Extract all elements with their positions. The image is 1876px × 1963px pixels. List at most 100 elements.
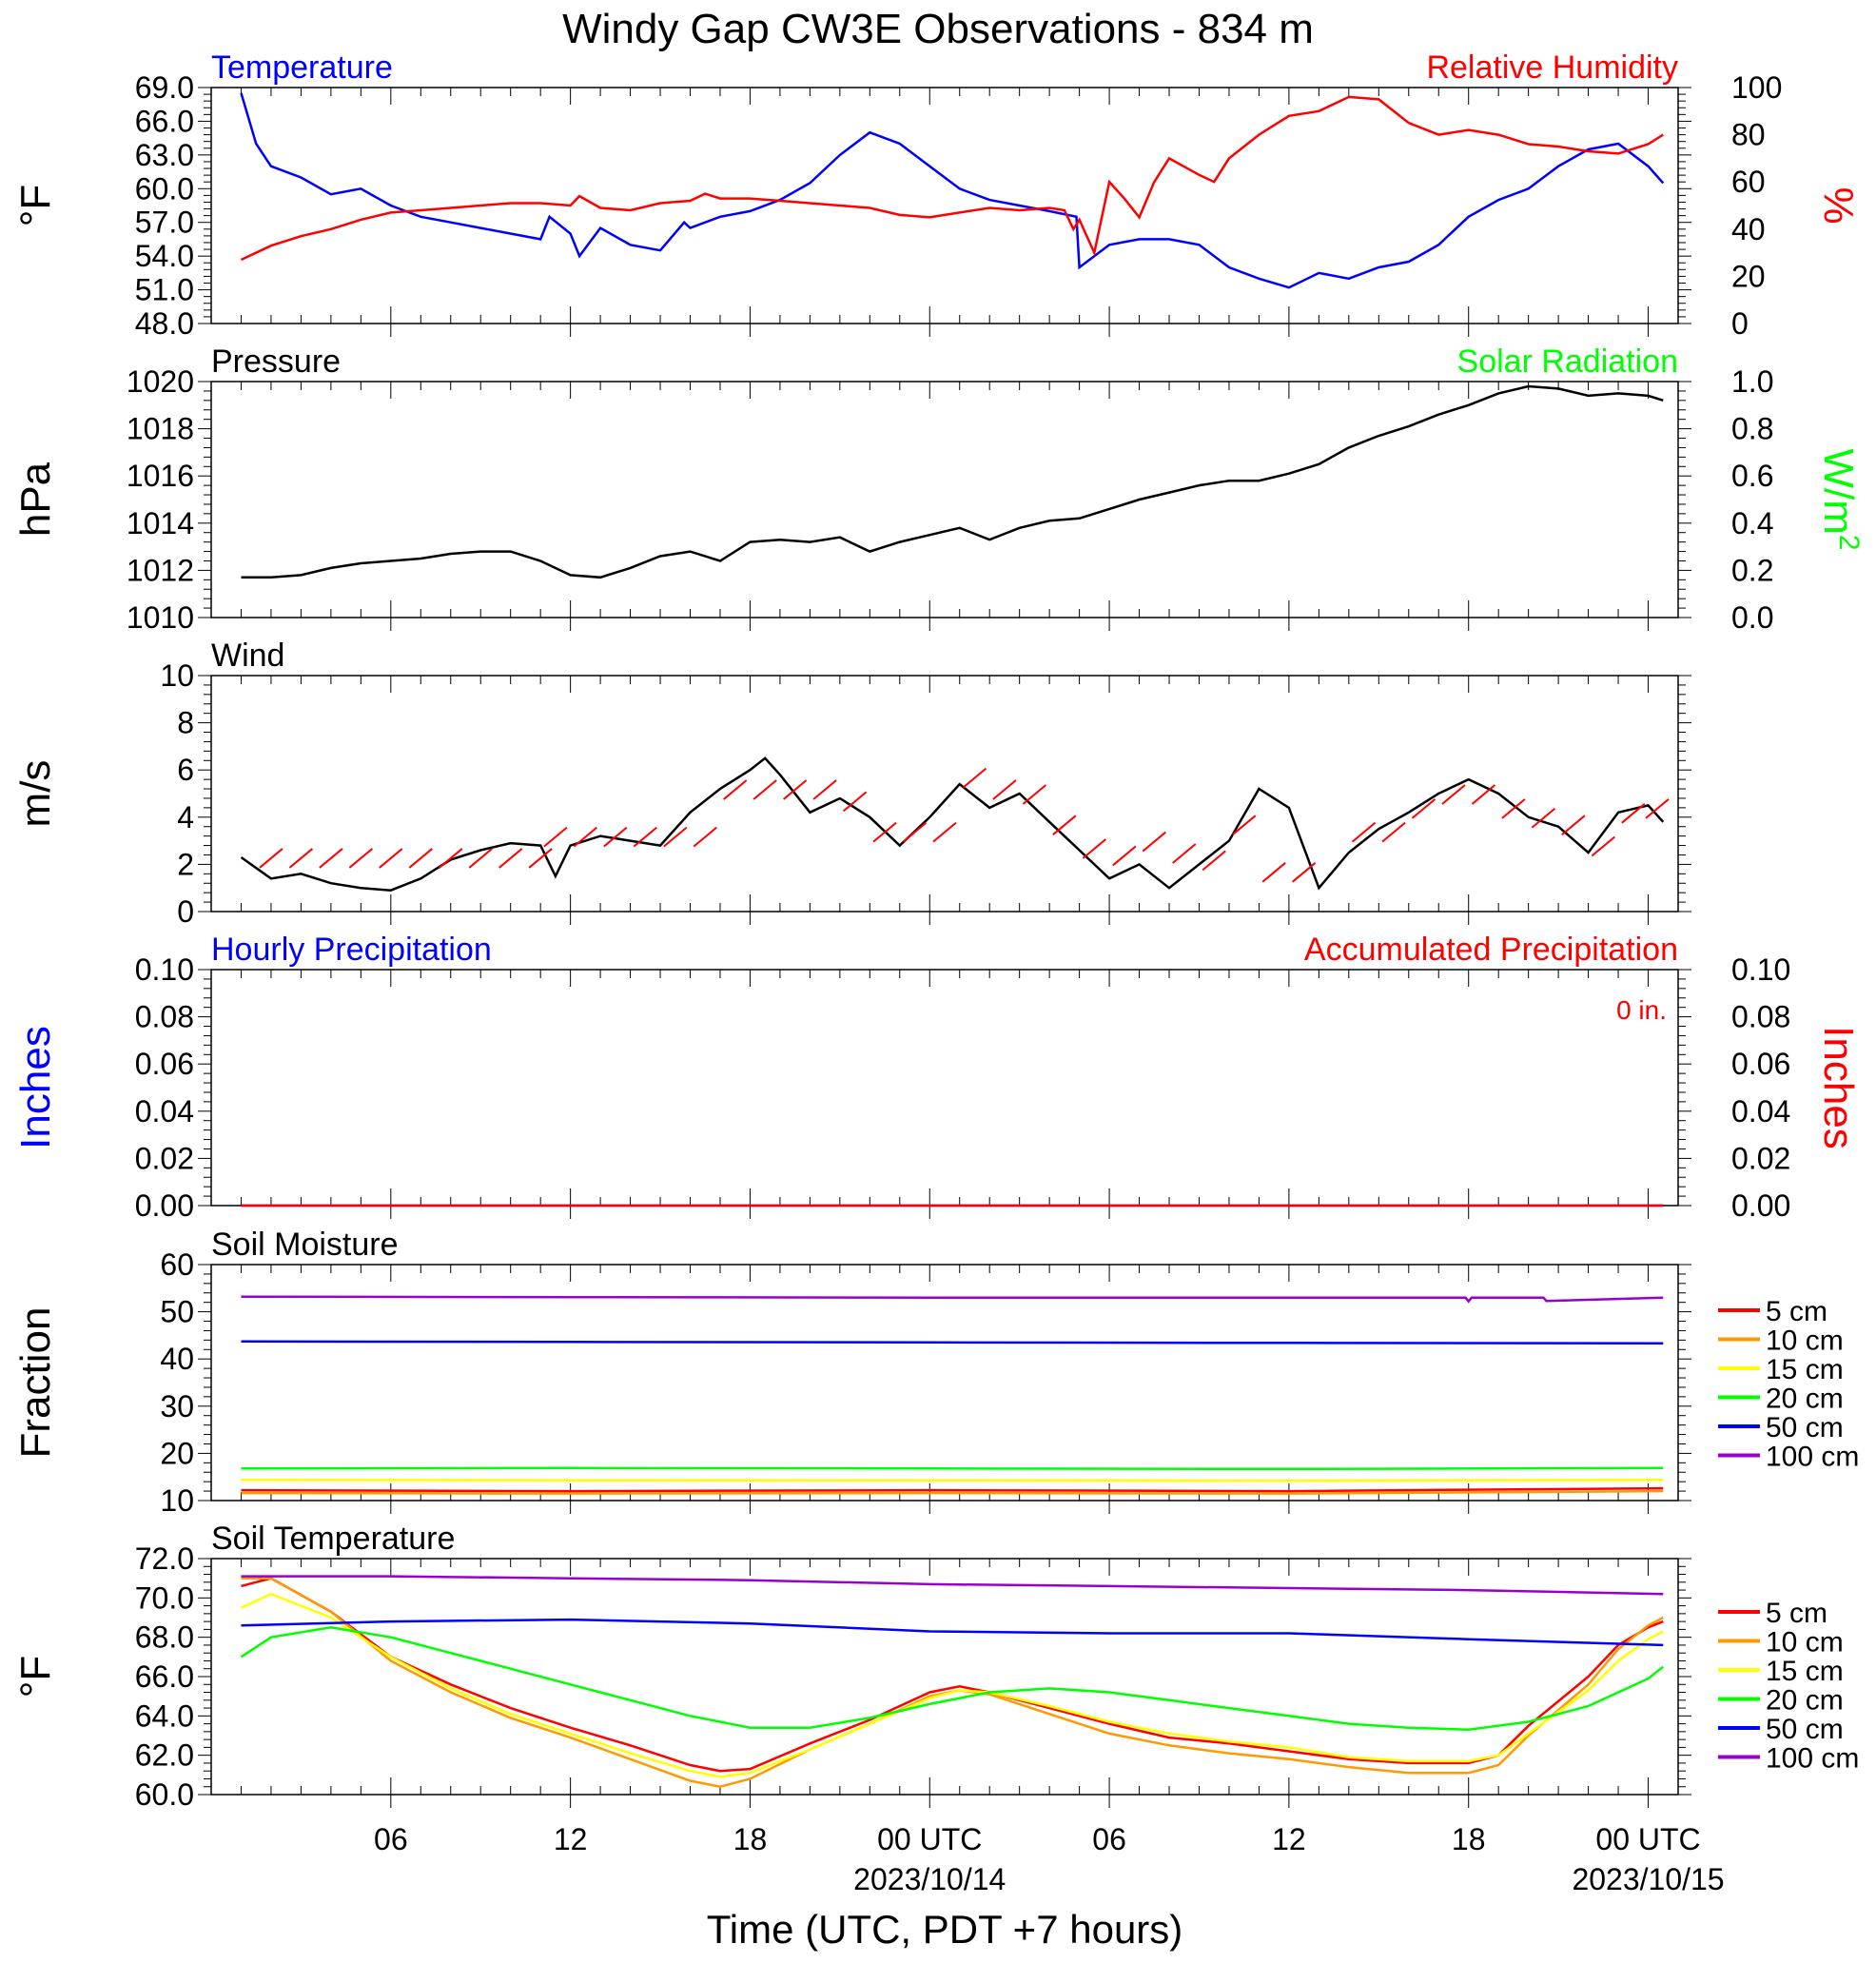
y-tick-label: 0.04 [135,1094,194,1129]
y-right-tick-label: 60 [1731,165,1766,199]
wind-barb [1022,784,1047,805]
wind-barb [498,848,523,869]
wind-barb [259,848,283,869]
panel-soil_temp: 60.0 62.0 64.0 66.0 68.0 70.0 72.0 Soil Tempera… [12,1521,1859,1896]
panel-title: Soil Temperature [211,1521,455,1557]
y-right-tick-label: 0.08 [1731,1000,1790,1034]
y-right-tick-label: 20 [1731,259,1766,293]
series-line-20-cm [240,1626,1665,1732]
legend-label: 50 cm [1766,1412,1844,1443]
panel-temp_rh: 48.051.054.057.060.063.066.069.0 0 20 40 60 8… [12,49,1862,341]
wind-barb [1621,803,1646,824]
wind-barb [1232,815,1257,835]
panel-title: Pressure [211,344,341,380]
y-tick-label: 1010 [127,600,194,635]
wind-barb [812,779,837,800]
wind-barb [723,779,748,800]
x-tick-label: 18 [733,1822,768,1856]
wind-barb [693,826,717,848]
y-tick-label: 1016 [127,459,194,493]
series-line-100-cm [241,1295,1664,1304]
wind-barb [603,826,628,848]
wind-barb [1531,807,1556,829]
y-axis-label-right: % [1815,186,1862,224]
y-tick-label: 10 [160,658,194,693]
wind-barb [528,848,553,869]
series-line-100-cm [241,1575,1664,1596]
wind-barb [902,821,928,843]
wind-barb [1501,798,1526,819]
y-right-tick-label: 0.6 [1731,459,1773,493]
wind-barb [1052,815,1077,835]
wind-barb [1291,862,1317,883]
wind-barb [1591,835,1615,857]
y-tick-label: 54.0 [135,239,194,273]
y-right-tick-label: 0.2 [1731,553,1773,587]
series-line-5-cm [241,1577,1664,1773]
y-right-tick-label: 1.0 [1731,364,1773,399]
series-line-20-cm [241,1466,1664,1471]
plot-frame [210,675,1679,913]
y-tick-label: 0 [177,894,194,929]
y-right-tick-label: 0.8 [1731,412,1773,446]
panel-pressure: 1010 1012 1014 1016 1018 1020 0.0 0.2 0.4 0.6 0.8 1… [12,344,1865,635]
y-right-tick-label: 80 [1731,118,1766,152]
legend-label: 50 cm [1766,1714,1844,1745]
y-axis-label: Fraction [12,1307,59,1459]
y-tick-label: 64.0 [135,1698,194,1733]
panel-title: Hourly Precipitation [211,932,492,968]
panel-title: Soil Moisture [211,1227,399,1263]
x-tick-label: 12 [1272,1822,1306,1856]
plot-frame [210,87,1679,324]
legend-label: 15 cm [1766,1354,1844,1385]
panel-wind: 0 2 4 6 8 10 Wind m/s [12,638,1691,929]
panel-soil_moisture: 10 20 30 40 50 60 Soil Moisture Fraction 5 cm10 … [12,1227,1859,1518]
panel-title-right: Relative Humidity [1426,49,1678,86]
y-tick-label: 50 [160,1295,194,1329]
y-right-tick-label: 0.06 [1731,1047,1790,1081]
wind-barb [1351,821,1377,843]
y-tick-label: 4 [177,800,194,834]
series-line-relative-humidity [240,95,1664,262]
panel-title-right: Accumulated Precipitation [1304,932,1678,968]
y-right-tick-label: 0.0 [1731,600,1773,635]
wind-barb [633,826,657,848]
y-axis-label: m/s [12,760,59,828]
wind-barb [573,826,598,848]
wind-barb [1261,862,1286,883]
wind-barb [1471,784,1496,805]
y-axis-label-right: Inches [1815,1026,1862,1149]
legend-label: 10 cm [1766,1627,1844,1659]
wind-barb [962,767,987,789]
wind-barb [319,848,343,869]
x-tick-label: 06 [374,1822,408,1856]
y-right-tick-label: 0.10 [1731,952,1790,987]
series-line-temperature [240,92,1665,289]
series-line-15-cm [240,1592,1664,1778]
wind-barb [288,848,314,869]
y-tick-label: 1012 [127,553,194,587]
y-tick-label: 1020 [127,364,194,399]
x-tick-date-label: 2023/10/15 [1572,1862,1724,1896]
wind-barb [1202,850,1226,872]
wind-barb [783,779,808,800]
y-right-tick-label: 0.02 [1731,1141,1790,1175]
legend-label: 5 cm [1766,1296,1827,1327]
y-tick-label: 20 [160,1436,194,1470]
y-right-tick-label: 0.00 [1731,1188,1790,1223]
y-tick-label: 8 [177,706,194,740]
wind-barb [439,848,463,869]
y-tick-label: 1014 [127,506,194,540]
y-right-tick-label: 0 [1731,306,1749,341]
legend-label: 5 cm [1766,1598,1827,1629]
y-tick-label: 60.0 [135,1777,194,1812]
series-line-10-cm [241,1489,1664,1495]
wind-barb [872,821,897,843]
series-line-10-cm [241,1577,1664,1788]
wind-barb [663,826,688,848]
y-tick-label: 68.0 [135,1620,194,1655]
legend-label: 20 cm [1766,1685,1844,1717]
y-tick-label: 0.10 [135,952,194,987]
wind-barb [932,821,957,843]
